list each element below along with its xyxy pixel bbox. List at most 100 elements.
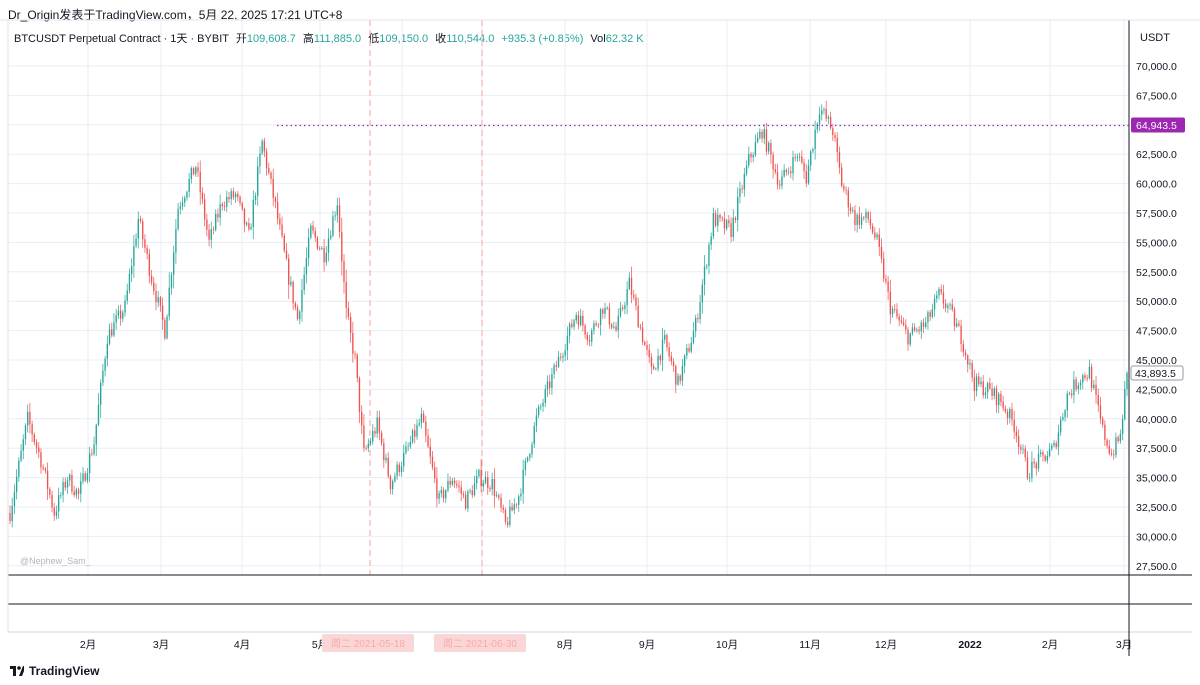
candle-body (153, 282, 155, 291)
candle-body (268, 168, 270, 173)
candle-body (591, 330, 593, 342)
marked-level-label: 64,943.5 (1136, 120, 1177, 132)
candle-body (661, 339, 664, 361)
candle-body (613, 326, 615, 328)
candle-body (1088, 366, 1091, 379)
candle-body (170, 274, 173, 288)
candle-body (436, 478, 438, 499)
candle-body (967, 355, 969, 365)
candle-body (195, 167, 197, 175)
candle-body (515, 504, 518, 506)
candle-body (1121, 419, 1124, 434)
time-tick-label: 3月 (153, 639, 169, 651)
candle-body (504, 509, 507, 522)
candle-body (540, 406, 542, 408)
candle-body (150, 275, 153, 283)
candle-body (398, 464, 400, 473)
candle-body (761, 131, 763, 139)
candle-body (1006, 411, 1009, 418)
candle-body (725, 220, 728, 229)
candle-body (779, 184, 781, 186)
candle-body (962, 344, 965, 353)
candle-body (307, 237, 310, 259)
candle-body (345, 282, 347, 308)
candle-body (803, 162, 805, 172)
candle-body (714, 213, 717, 226)
candle-body (1022, 448, 1024, 450)
candle-body (814, 129, 816, 150)
candle-body (998, 393, 1000, 406)
candle-body (759, 131, 761, 138)
candle-body (1037, 453, 1040, 469)
candle-body (635, 297, 637, 306)
candle-body (633, 294, 635, 298)
candle-body (489, 487, 491, 490)
range-date-badge (434, 634, 526, 652)
candle-body (453, 480, 456, 484)
candle-body (763, 129, 765, 139)
candle-body (323, 247, 325, 263)
candle-body (221, 204, 224, 207)
candle-body (458, 485, 460, 488)
candle-body (706, 265, 708, 267)
candle-body (376, 417, 378, 434)
time-tick-label: 9月 (639, 639, 655, 651)
candle-body (909, 333, 911, 345)
candle-body (721, 217, 723, 219)
candle-body (1086, 377, 1088, 379)
candle-body (33, 434, 36, 443)
open-label: 开 (235, 33, 247, 45)
candle-body (838, 152, 841, 168)
candle-body (186, 191, 188, 198)
candle-body (219, 204, 221, 218)
candle-body (1024, 448, 1026, 458)
candle-body (1082, 375, 1084, 383)
candle-body (24, 425, 27, 440)
candle-body (1097, 394, 1099, 406)
candle-body (825, 109, 827, 119)
candle-body (11, 505, 13, 522)
candle-body (767, 143, 770, 152)
candle-body (476, 476, 478, 484)
candle-body (980, 381, 982, 385)
candle-body (865, 212, 867, 218)
candle-body (414, 430, 416, 437)
candle-body (712, 213, 715, 237)
candle-body (411, 430, 414, 442)
volume-label: Vol (590, 33, 606, 45)
candle-body (283, 235, 285, 251)
candle-body (159, 297, 162, 306)
candle-body (593, 323, 595, 331)
candle-body (940, 289, 942, 293)
candle-body (290, 281, 292, 285)
candle-body (179, 206, 181, 209)
candle-body (427, 435, 429, 447)
candle-body (241, 202, 243, 210)
candle-body (553, 365, 555, 375)
tradingview-logo[interactable]: TradingView (10, 664, 99, 678)
candle-body (626, 289, 628, 306)
price-tick-label: 57,500.0 (1136, 208, 1177, 220)
candle-body (234, 193, 237, 198)
candle-body (506, 521, 509, 525)
candle-body (1113, 454, 1115, 456)
candle-body (292, 281, 294, 304)
candle-body (863, 217, 865, 219)
candle-body (199, 171, 201, 193)
candle-body (697, 317, 699, 320)
candle-body (526, 457, 529, 461)
candle-body (155, 290, 157, 303)
candle-body (1040, 452, 1042, 454)
candle-body (690, 342, 692, 352)
candle-body (783, 169, 785, 177)
candle-body (542, 402, 544, 407)
candle-body (942, 292, 945, 304)
candle-body (449, 480, 451, 485)
candle-body (464, 494, 467, 509)
candle-body (405, 446, 407, 453)
candle-body (827, 116, 830, 119)
candle-body (1031, 461, 1033, 478)
candle-body (575, 315, 577, 321)
symbol-label[interactable]: BTCUSDT Perpetual Contract · 1天 · BYBIT (14, 33, 229, 45)
